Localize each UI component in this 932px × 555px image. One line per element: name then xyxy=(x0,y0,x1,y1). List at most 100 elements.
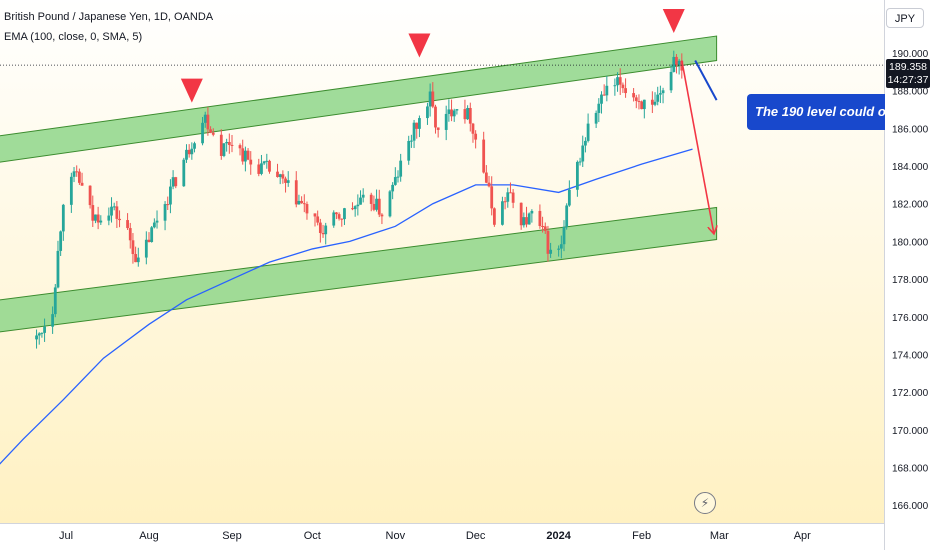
price-tick-label: 172.000 xyxy=(892,388,929,399)
candle-body xyxy=(115,206,119,219)
candle-body xyxy=(621,84,625,89)
candle-body xyxy=(169,186,172,205)
price-tick-label: 174.000 xyxy=(892,350,929,361)
candle-body xyxy=(353,206,357,210)
candle-body xyxy=(278,174,282,178)
candle-body xyxy=(546,231,550,254)
candle-body xyxy=(522,217,526,226)
candle-body xyxy=(594,112,598,124)
candle-body xyxy=(511,192,515,203)
candle-body xyxy=(672,56,676,72)
candle-body xyxy=(174,177,178,187)
candle-body xyxy=(297,200,301,205)
candle-body xyxy=(340,218,344,220)
candle-body xyxy=(450,109,453,117)
candle-body xyxy=(447,109,451,114)
candle-body xyxy=(128,228,132,241)
lightning-icon[interactable]: ⚡ xyxy=(694,492,716,514)
candle-body xyxy=(59,231,63,251)
candle-body xyxy=(418,118,421,129)
candle-body xyxy=(53,287,57,315)
candle-body xyxy=(669,71,673,91)
candle-body xyxy=(80,182,84,186)
candle-body xyxy=(575,161,579,190)
candle-body xyxy=(286,180,290,183)
price-tick-label: 184.000 xyxy=(892,162,929,173)
price-tick-label: 178.000 xyxy=(892,275,929,286)
symbol-title[interactable]: British Pound / Japanese Yen, 1D, OANDA xyxy=(4,11,214,23)
candle-body xyxy=(268,160,271,172)
candle-body xyxy=(452,110,456,117)
candle-body xyxy=(225,141,229,144)
candle-body xyxy=(206,114,210,130)
price-tick-label: 180.000 xyxy=(892,237,929,248)
candle-body xyxy=(653,101,657,105)
time-tick-label: Apr xyxy=(794,530,811,542)
candle-body xyxy=(484,172,488,183)
candle-body xyxy=(396,176,400,178)
candle-body xyxy=(77,171,81,183)
candle-body xyxy=(482,139,486,173)
annotation-callout[interactable]: The 190 level could offe xyxy=(747,94,885,130)
candle-body xyxy=(677,60,681,66)
candle-body xyxy=(463,109,467,120)
candle-body xyxy=(525,217,528,225)
candle-body xyxy=(203,114,207,123)
candle-body xyxy=(171,177,175,187)
candles-group xyxy=(35,50,684,349)
candle-body xyxy=(356,204,360,207)
candle-body xyxy=(444,113,448,130)
candle-body xyxy=(388,191,392,217)
time-scale-background xyxy=(0,523,884,550)
price-tick-label: 182.000 xyxy=(892,200,929,211)
candle-body xyxy=(680,60,684,71)
time-tick-label: Jul xyxy=(59,530,73,542)
candle-body xyxy=(557,248,561,250)
price-tick-label: 168.000 xyxy=(892,463,929,474)
candle-body xyxy=(559,244,563,249)
currency-badge[interactable]: JPY xyxy=(886,8,924,28)
candle-body xyxy=(227,141,231,145)
candle-body xyxy=(543,226,547,232)
candle-body xyxy=(40,332,44,334)
candle-body xyxy=(431,91,435,107)
candle-body xyxy=(276,171,279,178)
candle-body xyxy=(211,132,215,135)
candle-body xyxy=(658,93,662,95)
candle-body xyxy=(209,129,212,133)
candle-body xyxy=(613,85,617,87)
channel-lower-band xyxy=(0,206,718,333)
last-price-value: 189.358 xyxy=(889,61,927,73)
candle-body xyxy=(578,161,582,163)
top-marker-triangle xyxy=(662,8,685,33)
candle-body xyxy=(72,171,76,177)
candle-body xyxy=(503,201,507,203)
candle-body xyxy=(88,185,92,206)
time-tick-label: Aug xyxy=(139,530,159,542)
top-marker-triangle xyxy=(408,33,431,58)
candle-body xyxy=(332,212,336,226)
candle-body xyxy=(616,77,619,86)
candle-body xyxy=(586,123,590,141)
candle-body xyxy=(597,103,601,113)
candle-body xyxy=(201,122,204,144)
candle-body xyxy=(305,204,309,214)
candle-body xyxy=(434,106,437,128)
candle-body xyxy=(126,220,129,229)
price-tick-label: 170.000 xyxy=(892,426,929,437)
candle-body xyxy=(501,201,504,225)
candle-body xyxy=(380,214,384,217)
candle-body xyxy=(150,227,154,243)
candle-body xyxy=(238,145,242,149)
candle-body xyxy=(243,150,247,162)
channel-upper-band xyxy=(0,35,718,163)
candle-body xyxy=(549,249,553,254)
candle-body xyxy=(284,178,287,183)
candle-body xyxy=(637,100,641,102)
candle-body xyxy=(634,97,638,101)
indicator-legend[interactable]: EMA (100, close, 0, SMA, 5) xyxy=(4,31,143,43)
candle-body xyxy=(675,56,678,66)
candle-body xyxy=(436,127,440,130)
